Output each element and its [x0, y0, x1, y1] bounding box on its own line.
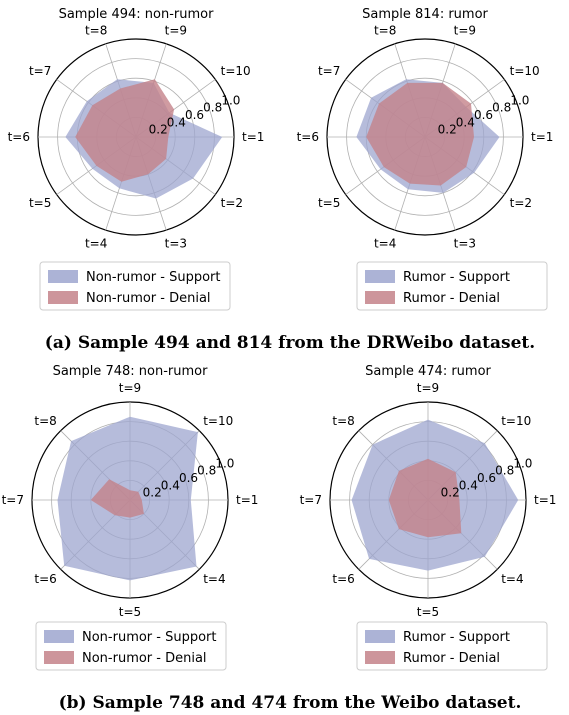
category-tick-label: t=2	[510, 196, 532, 210]
legend-label: Rumor - Denial	[403, 291, 500, 306]
legend-frame	[356, 621, 548, 671]
category-tick-label: t=8	[34, 414, 56, 428]
radial-tick-label: 0.6	[474, 108, 493, 122]
category-tick-label: t=8	[332, 414, 354, 428]
legend-swatch-support	[48, 270, 78, 283]
category-tick-label: t=10	[510, 64, 540, 78]
chart-title: Sample 494: non-rumor	[59, 7, 215, 22]
radial-tick-label: 1.0	[215, 456, 234, 470]
category-tick-label: t=9	[165, 23, 187, 37]
radial-tick-label: 0.6	[185, 108, 204, 122]
radial-tick-label: 1.0	[513, 456, 532, 470]
radial-tick-label: 0.4	[456, 115, 475, 129]
category-tick-label: t=4	[203, 572, 225, 586]
category-tick-label: t=4	[85, 237, 107, 251]
legend-label: Rumor - Support	[403, 270, 510, 285]
radial-tick-label: 0.4	[161, 478, 180, 492]
legend-label: Non-rumor - Denial	[86, 291, 211, 306]
legend: Non-rumor - Support Non-rumor - Denial	[35, 621, 227, 671]
legend: Rumor - Support Rumor - Denial	[356, 261, 548, 311]
category-tick-label: t=4	[501, 572, 523, 586]
category-tick-label: t=10	[203, 414, 233, 428]
category-tick-label: t=5	[417, 605, 439, 619]
radial-tick-label: 0.2	[438, 123, 457, 137]
category-tick-label: t=7	[29, 64, 51, 78]
denial-area	[90, 479, 144, 518]
legend-label: Rumor - Support	[403, 630, 510, 645]
radial-tick-label: 0.8	[197, 464, 216, 478]
radar-panel-4: Sample 474: rumor 0.20.40.60.81.0 t=1 t=4 t=…	[300, 364, 556, 671]
radial-tick-label: 0.2	[143, 486, 162, 500]
chart-title: Sample 748: non-rumor	[53, 364, 209, 379]
chart-title: Sample 474: rumor	[365, 364, 491, 379]
category-tick-label: t=7	[318, 64, 340, 78]
category-tick-label: t=6	[8, 130, 30, 144]
category-tick-label: t=1	[242, 130, 264, 144]
denial-area	[75, 79, 175, 182]
category-tick-label: t=9	[454, 23, 476, 37]
legend-frame	[35, 621, 227, 671]
category-tick-label: t=1	[531, 130, 553, 144]
legend-frame	[356, 261, 548, 311]
radial-tick-label: 0.4	[167, 115, 186, 129]
radial-tick-label: 0.6	[477, 471, 496, 485]
radial-tick-label: 0.8	[495, 464, 514, 478]
legend-swatch-denial	[48, 291, 78, 304]
legend-swatch-denial	[365, 651, 395, 664]
chart-title: Sample 814: rumor	[362, 7, 488, 22]
legend-frame	[39, 261, 231, 311]
legend-swatch-denial	[44, 651, 74, 664]
category-tick-label: t=3	[165, 237, 187, 251]
radial-tick-label: 0.8	[492, 101, 511, 115]
radar-panel-3: Sample 748: non-rumor 0.20.40.60.81.0 t=1 t…	[2, 364, 258, 671]
legend-label: Non-rumor - Denial	[82, 651, 207, 666]
category-tick-label: t=5	[119, 605, 141, 619]
category-tick-label: t=1	[534, 493, 556, 507]
caption-a: (a) Sample 494 and 814 from the DRWeibo …	[45, 333, 535, 353]
category-tick-label: t=7	[2, 493, 24, 507]
radial-tick-label: 1.0	[510, 93, 529, 107]
denial-area	[388, 458, 462, 538]
denial-area	[366, 82, 474, 186]
category-tick-label: t=1	[236, 493, 258, 507]
radial-tick-label: 0.6	[179, 471, 198, 485]
radial-tick-label: 0.8	[203, 101, 222, 115]
category-tick-label: t=7	[300, 493, 322, 507]
category-tick-label: t=8	[85, 23, 107, 37]
category-tick-label: t=4	[374, 237, 396, 251]
category-tick-label: t=5	[29, 196, 51, 210]
category-tick-label: t=5	[318, 196, 340, 210]
legend-label: Non-rumor - Support	[82, 630, 217, 645]
radial-tick-label: 0.2	[149, 123, 168, 137]
category-tick-label: t=8	[374, 23, 396, 37]
category-tick-label: t=10	[221, 64, 251, 78]
category-tick-label: t=6	[34, 572, 56, 586]
category-tick-label: t=6	[297, 130, 319, 144]
legend: Non-rumor - Support Non-rumor - Denial	[39, 261, 231, 311]
caption-b: (b) Sample 748 and 474 from the Weibo da…	[59, 693, 522, 713]
legend-swatch-support	[365, 270, 395, 283]
radial-tick-label: 0.2	[441, 486, 460, 500]
category-tick-label: t=2	[221, 196, 243, 210]
category-tick-label: t=10	[501, 414, 531, 428]
legend: Rumor - Support Rumor - Denial	[356, 621, 548, 671]
legend-label: Non-rumor - Support	[86, 270, 221, 285]
radial-tick-label: 0.4	[459, 478, 478, 492]
legend-swatch-support	[44, 630, 74, 643]
legend-swatch-denial	[365, 291, 395, 304]
category-tick-label: t=9	[417, 381, 439, 395]
legend-label: Rumor - Denial	[403, 651, 500, 666]
category-tick-label: t=6	[332, 572, 354, 586]
category-tick-label: t=9	[119, 381, 141, 395]
radar-panel-1: Sample 494: non-rumor 0.20.40.60.81.0 t=1 t…	[8, 7, 264, 311]
radar-panel-2: Sample 814: rumor 0.20.40.60.81.0 t=1 t=2 t=…	[297, 7, 553, 311]
category-tick-label: t=3	[454, 237, 476, 251]
radial-tick-label: 1.0	[221, 93, 240, 107]
legend-swatch-support	[365, 630, 395, 643]
